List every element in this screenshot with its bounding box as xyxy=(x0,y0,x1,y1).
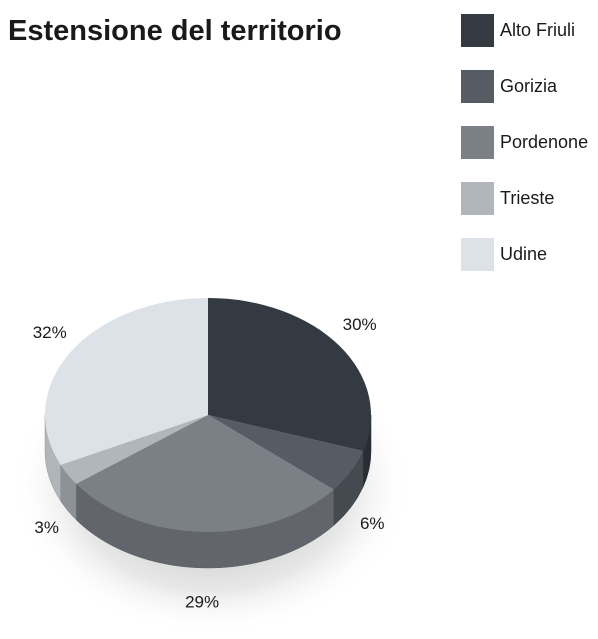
legend-swatch xyxy=(461,126,494,159)
slice xyxy=(76,415,334,532)
value-label: 29% xyxy=(185,593,219,612)
slice xyxy=(45,298,209,465)
value-label: 3% xyxy=(34,518,59,537)
value-label: 30% xyxy=(343,315,377,334)
legend-swatch xyxy=(461,70,494,103)
legend-text: Trieste xyxy=(500,188,554,208)
slice xyxy=(208,298,372,452)
slice xyxy=(60,415,209,484)
legend-text: Udine xyxy=(500,244,547,264)
value-label: 32% xyxy=(33,323,67,342)
value-label: 6% xyxy=(360,514,385,533)
legend-swatch xyxy=(461,14,494,47)
legend-swatch xyxy=(461,182,494,215)
legend-text: Gorizia xyxy=(500,76,558,96)
legend-text: Pordenone xyxy=(500,132,588,152)
slice xyxy=(208,415,364,490)
legend-text: Alto Friuli xyxy=(500,20,575,40)
legend-swatch xyxy=(461,238,494,271)
chart-title: Estensione del territorio xyxy=(8,15,342,47)
